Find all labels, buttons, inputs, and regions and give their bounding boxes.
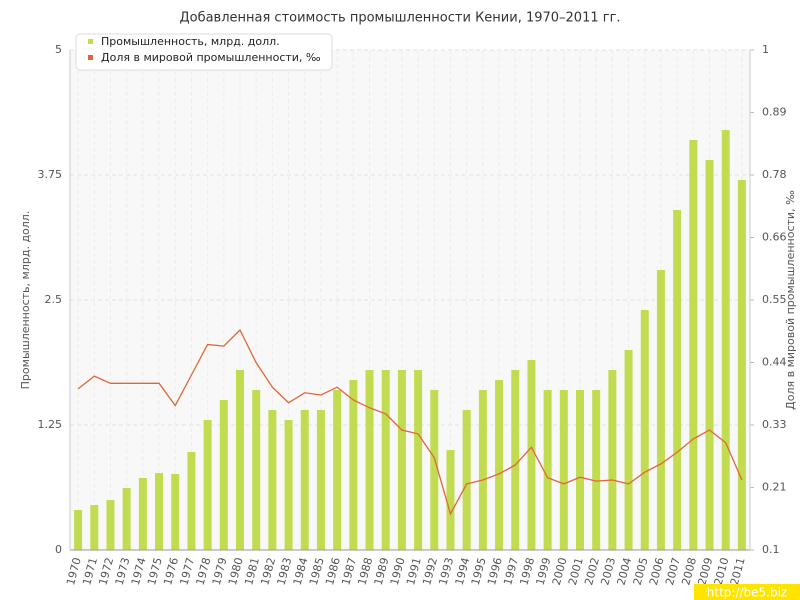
bar <box>333 390 342 550</box>
y2-tick-label: 0.33 <box>762 418 787 431</box>
y2-tick-label: 0.1 <box>762 543 780 556</box>
bar <box>155 473 164 550</box>
bar <box>381 370 390 550</box>
bar <box>300 410 309 550</box>
legend-swatch <box>88 55 93 60</box>
bar <box>592 390 601 550</box>
legend-swatch <box>88 39 93 44</box>
line <box>77 328 743 516</box>
y2-tick-label: 0.21 <box>762 481 787 494</box>
legend: Промышленность, млрд. долл. Доля в миров… <box>75 33 333 71</box>
bar <box>559 390 568 550</box>
y2-tick-label: 1 <box>762 43 769 56</box>
legend-label: Доля в мировой промышленности, ‰ <box>101 51 321 64</box>
bar <box>138 478 147 550</box>
y2-tick-label: 0.44 <box>762 356 787 369</box>
watermark-box <box>694 584 800 600</box>
bar <box>236 370 244 550</box>
bar <box>511 370 520 550</box>
legend-box <box>75 33 333 71</box>
bar <box>203 420 212 550</box>
y-axis-label: Промышленность, млрд. долл. <box>19 211 32 390</box>
bar <box>430 390 439 550</box>
y2-tick-label: 0.55 <box>762 293 787 306</box>
bar <box>656 270 665 550</box>
bar <box>122 488 131 550</box>
bar <box>543 390 552 550</box>
bar <box>527 360 536 550</box>
bar <box>624 350 633 550</box>
watermark: http://be5.biz <box>707 586 787 600</box>
bar <box>349 380 358 550</box>
y2-tick-label: 0.78 <box>762 168 787 181</box>
bar <box>446 450 455 550</box>
bar <box>608 370 617 550</box>
bar <box>106 500 115 550</box>
bar <box>268 410 277 550</box>
bar <box>284 420 293 550</box>
bar <box>462 410 471 550</box>
bar <box>478 390 487 550</box>
bar <box>721 130 730 550</box>
y-tick-label: 1.25 <box>38 418 63 431</box>
bar <box>737 180 746 550</box>
bar <box>219 400 228 550</box>
bar <box>673 210 682 550</box>
bar <box>252 390 261 550</box>
bar <box>397 370 406 550</box>
bar <box>640 310 649 550</box>
bar <box>576 390 584 550</box>
y-tick-label: 2.5 <box>45 293 63 306</box>
y2-axis-label: Доля в мировой промышленности, ‰ <box>784 190 797 410</box>
y-tick-label: 3.75 <box>38 168 63 181</box>
bar <box>90 505 99 550</box>
bar <box>495 380 504 550</box>
chart-title: Добавленная стоимость промышленности Кен… <box>179 11 620 26</box>
marks <box>74 130 746 550</box>
bar <box>316 410 325 550</box>
bar <box>171 474 180 550</box>
bar <box>414 370 423 550</box>
legend-label: Промышленность, млрд. долл. <box>101 35 280 48</box>
y-tick-label: 5 <box>55 43 62 56</box>
y2-tick-label: 0.66 <box>762 231 787 244</box>
y-tick-label: 0 <box>55 543 62 556</box>
y2-tick-label: 0.89 <box>762 106 787 119</box>
bar <box>689 140 698 550</box>
bar <box>187 452 196 550</box>
bar <box>365 370 374 550</box>
bar <box>74 510 83 550</box>
bar <box>705 160 714 550</box>
